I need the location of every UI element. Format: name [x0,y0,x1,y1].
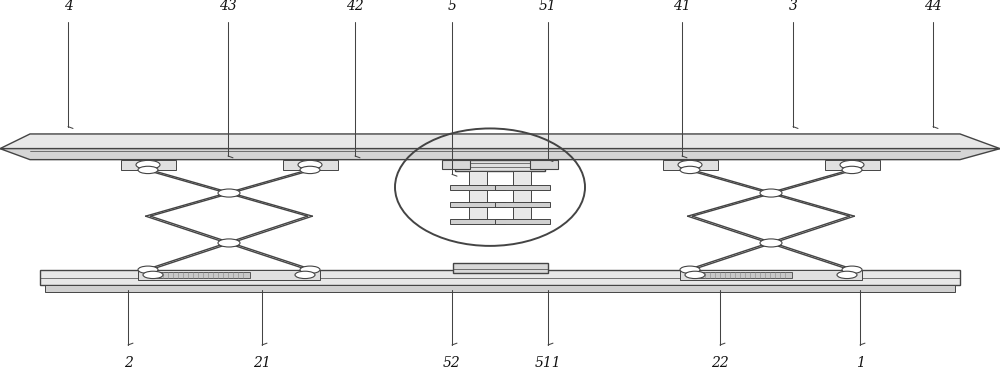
Text: 43: 43 [219,0,237,13]
Circle shape [138,266,158,273]
Bar [138,270,320,280]
Bar [824,160,880,170]
Bar [680,270,862,280]
Text: 2: 2 [124,356,132,367]
Circle shape [680,266,700,273]
Circle shape [760,189,782,197]
Text: 3: 3 [789,0,797,13]
Circle shape [218,239,240,247]
Circle shape [685,271,705,279]
Bar [513,207,531,219]
Text: 22: 22 [711,356,729,367]
Circle shape [138,166,158,174]
Circle shape [136,160,160,169]
Text: 21: 21 [253,356,271,367]
Bar [469,171,487,185]
Bar [120,160,176,170]
Bar [150,272,250,278]
Text: 52: 52 [443,356,461,367]
Circle shape [298,160,322,169]
Bar [513,171,531,185]
Bar [452,263,548,273]
Circle shape [842,166,862,174]
Circle shape [300,266,320,273]
Bar [494,202,550,207]
Circle shape [840,160,864,169]
Bar [283,160,338,170]
Bar [469,190,487,202]
Bar [692,272,792,278]
Bar [45,285,955,292]
Bar [450,202,505,207]
Bar [40,270,960,285]
Bar [530,160,558,169]
Circle shape [295,271,315,279]
Circle shape [678,160,702,169]
Circle shape [143,271,163,279]
Bar [442,160,470,169]
Bar [494,219,550,225]
Text: 44: 44 [924,0,942,13]
Text: 5: 5 [448,0,456,13]
Circle shape [300,166,320,174]
Polygon shape [0,134,1000,149]
Circle shape [842,266,862,273]
Text: 4: 4 [64,0,72,13]
Bar [455,160,545,171]
Bar [450,185,505,190]
Text: 1: 1 [856,356,864,367]
Circle shape [218,189,240,197]
Bar [450,219,505,225]
Circle shape [760,239,782,247]
Bar [469,207,487,219]
Text: 51: 51 [539,0,557,13]
Bar [513,190,531,202]
Bar [662,160,718,170]
Bar [494,185,550,190]
Text: 42: 42 [346,0,364,13]
Polygon shape [0,149,1000,160]
Circle shape [837,271,857,279]
Text: 41: 41 [673,0,691,13]
Text: 511: 511 [535,356,561,367]
Circle shape [680,166,700,174]
